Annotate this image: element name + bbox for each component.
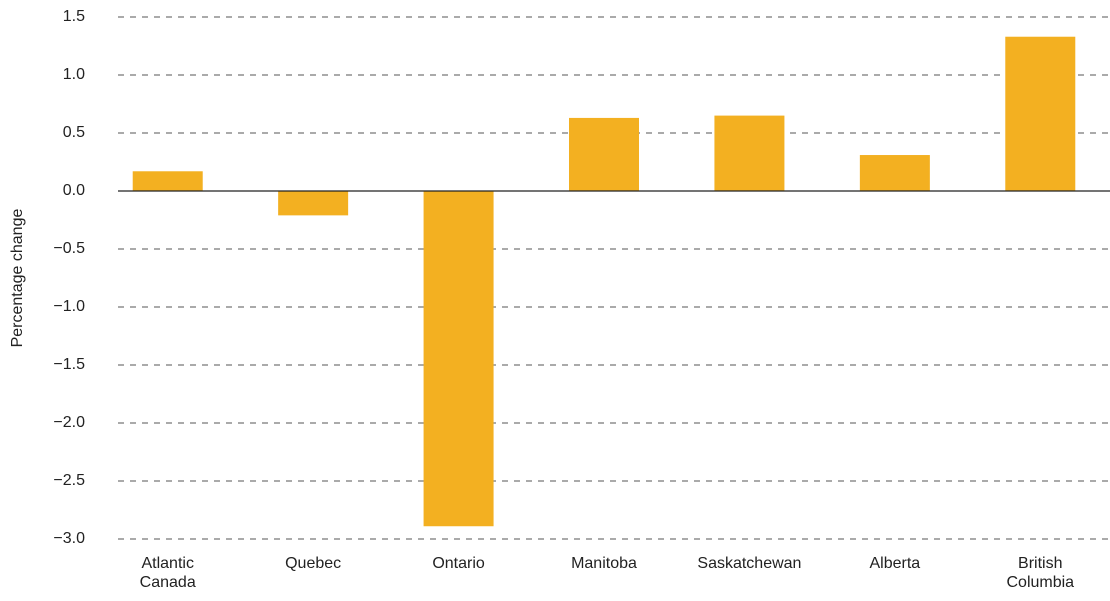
y-tick-label: 1.0 (63, 66, 85, 83)
bar (859, 155, 930, 191)
x-tick-label: Quebec (285, 555, 342, 572)
y-tick-label: −0.5 (53, 240, 85, 257)
y-tick-label: −3.0 (53, 530, 85, 547)
y-tick-label: 1.5 (63, 8, 85, 25)
x-tick-label: Alberta (869, 555, 921, 572)
y-axis-label: Percentage change (9, 209, 26, 348)
y-tick-label: 0.5 (63, 124, 85, 141)
y-tick-label: −1.0 (53, 298, 85, 315)
bar (1005, 36, 1076, 191)
bar (569, 117, 639, 191)
x-tick-label: Saskatchewan (697, 555, 802, 572)
y-tick-label: −2.5 (53, 472, 85, 489)
x-tick-label: British Columbia (1006, 555, 1075, 591)
y-tick-label: −2.0 (53, 414, 85, 431)
y-tick-label: 0.0 (63, 182, 85, 199)
x-tick-label: Atlantic Canada (139, 555, 196, 591)
x-tick-label: Ontario (432, 555, 485, 572)
bar (132, 171, 203, 191)
y-tick-label: −1.5 (53, 356, 85, 373)
bar (278, 191, 349, 216)
x-tick-label: Manitoba (571, 555, 637, 572)
bar (714, 115, 785, 191)
bar (423, 191, 494, 527)
